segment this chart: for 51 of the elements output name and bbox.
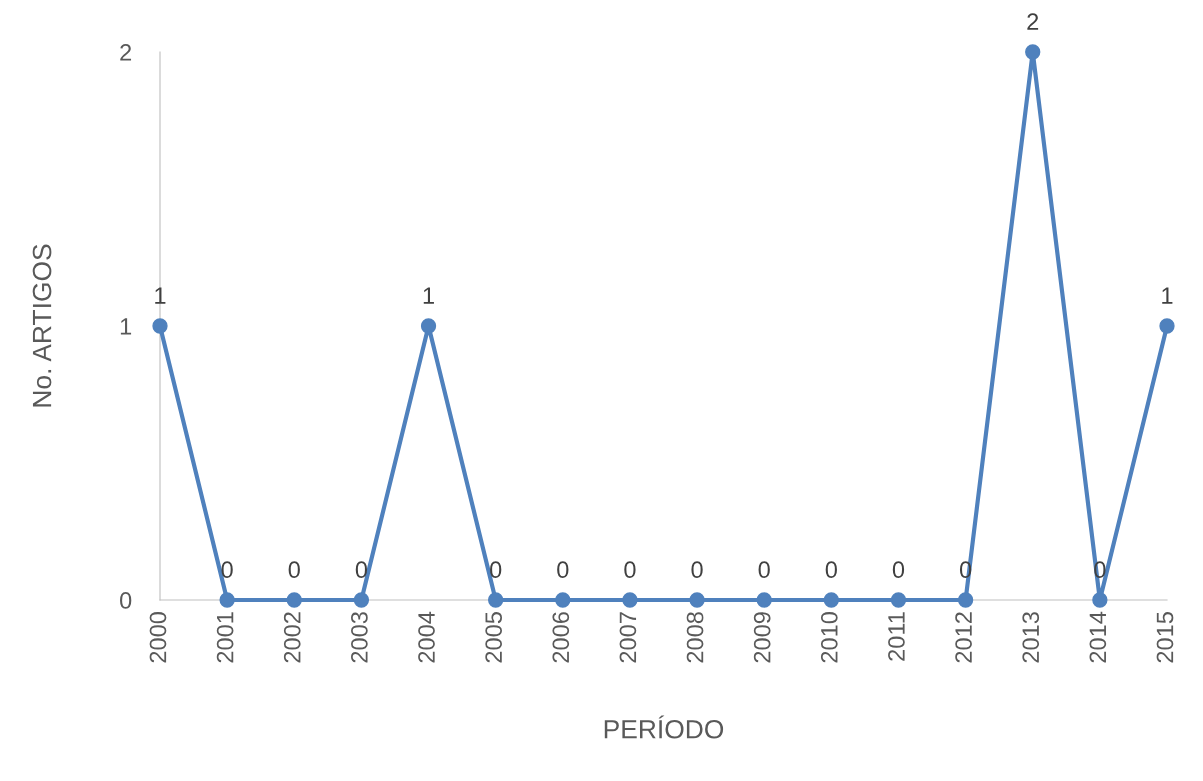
data-label: 1	[1162, 287, 1173, 304]
x-tick-label: 2000	[149, 612, 167, 663]
point	[219, 592, 235, 608]
x-tick-label: 2003	[351, 612, 368, 663]
point	[1159, 318, 1175, 334]
x-tick-label: 2001	[216, 612, 234, 663]
point	[420, 318, 437, 334]
point	[689, 592, 705, 608]
data-label: 0	[691, 561, 703, 579]
point	[756, 592, 772, 608]
data-label: 0	[221, 561, 233, 579]
data-label: 0	[288, 561, 300, 579]
x-tick-label: 2007	[619, 612, 637, 663]
x-tick-label: 2012	[955, 612, 972, 663]
data-label: 0	[490, 561, 502, 579]
point	[353, 592, 370, 608]
y-tick-label: 2	[120, 44, 132, 61]
point	[488, 592, 504, 608]
x-tick-label: 2009	[753, 612, 771, 663]
data-label: 1	[155, 287, 166, 304]
x-tick-label: 2010	[820, 612, 838, 663]
point	[286, 592, 302, 608]
x-tick-label: 2006	[552, 612, 570, 663]
data-label: 0	[557, 561, 569, 579]
data-label: 0	[355, 561, 368, 579]
x-tick-label: 2011	[888, 612, 905, 661]
x-tick-label: 2015	[1156, 612, 1174, 663]
data-label: 0	[624, 561, 636, 579]
point	[622, 592, 638, 608]
data-label: 0	[825, 561, 837, 579]
point	[1025, 44, 1041, 60]
x-tick-label: 2004	[418, 611, 435, 663]
x-tick-label: 2008	[686, 612, 704, 663]
x-tick-label: 2013	[1022, 612, 1040, 663]
point	[555, 592, 571, 608]
x-axis-title: PERÍODO	[604, 715, 724, 739]
y-tick-label: 1	[120, 318, 132, 335]
point	[957, 592, 974, 608]
point	[152, 318, 168, 334]
x-tick-label: 2005	[485, 612, 502, 663]
x-tick-label: 2014	[1089, 611, 1107, 663]
point	[1092, 592, 1108, 608]
point	[890, 592, 907, 608]
point	[823, 592, 839, 608]
data-label: 0	[892, 561, 905, 579]
y-tick-label: 0	[120, 592, 132, 609]
data-label: 2	[1027, 13, 1039, 30]
data-label: 1	[423, 287, 434, 304]
y-axis-title: No. ARTIGOS	[32, 244, 52, 407]
data-label: 0	[758, 561, 770, 579]
x-tick-label: 2002	[283, 612, 301, 663]
